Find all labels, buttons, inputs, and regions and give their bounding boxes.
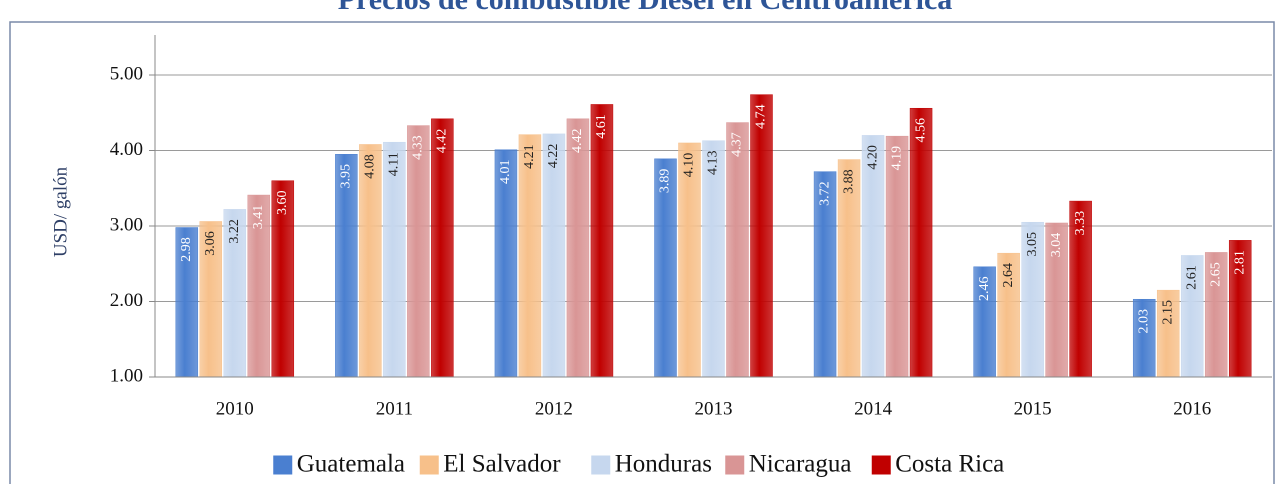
legend-swatch	[273, 455, 293, 475]
x-tick-label: 2014	[854, 398, 893, 419]
value-label: 2.81	[1232, 250, 1247, 275]
y-tick-label: 1.00	[110, 365, 143, 386]
value-label: 4.61	[594, 114, 609, 139]
value-label: 4.74	[754, 104, 769, 129]
legend-swatch	[591, 455, 611, 475]
value-label: 4.56	[913, 118, 928, 143]
value-label: 2.64	[1001, 263, 1016, 288]
value-label: 4.01	[498, 160, 513, 185]
value-label: 3.88	[841, 169, 856, 194]
bar	[702, 140, 725, 378]
bar	[518, 134, 542, 378]
value-label: 3.22	[227, 219, 242, 244]
value-label: 3.95	[339, 164, 354, 189]
bar	[726, 122, 749, 378]
bar	[407, 125, 430, 378]
value-label: 4.20	[865, 145, 880, 170]
legend-swatch	[419, 455, 439, 475]
legend-swatch	[725, 455, 745, 475]
value-label: 4.19	[889, 146, 904, 171]
x-tick-label: 2013	[695, 398, 733, 419]
value-label: 4.10	[682, 153, 697, 178]
bar	[383, 141, 406, 378]
y-axis-label: USD/ galón	[50, 166, 71, 257]
value-label: 3.33	[1073, 211, 1088, 236]
value-label: 4.08	[363, 154, 378, 179]
value-label: 2.03	[1136, 309, 1151, 334]
value-label: 4.13	[706, 150, 721, 175]
value-label: 2.15	[1160, 300, 1175, 325]
value-label: 4.22	[546, 144, 561, 169]
value-label: 4.37	[730, 132, 745, 157]
bar	[590, 104, 614, 378]
bar	[861, 135, 885, 378]
value-label: 2.61	[1184, 265, 1199, 290]
value-label: 3.04	[1049, 233, 1064, 258]
bar	[431, 118, 454, 378]
legend-label: Costa Rica	[895, 451, 1004, 478]
value-label: 2.65	[1208, 262, 1223, 287]
bar	[542, 133, 566, 378]
value-label: 3.60	[275, 190, 290, 215]
value-label: 4.21	[522, 144, 537, 169]
legend-label: El Salvador	[443, 451, 561, 478]
value-label: 2.46	[977, 277, 992, 302]
legend-label: Nicaragua	[749, 451, 852, 478]
legend-label: Guatemala	[297, 451, 405, 478]
x-tick-label: 2010	[216, 398, 254, 419]
value-label: 3.06	[203, 231, 218, 256]
y-tick-label: 2.00	[110, 290, 143, 311]
bar	[750, 94, 773, 378]
value-label: 4.11	[387, 152, 402, 176]
value-label: 4.33	[411, 135, 426, 160]
x-tick-label: 2016	[1173, 398, 1211, 419]
value-label: 4.42	[570, 129, 585, 154]
value-label: 3.89	[658, 169, 673, 194]
bar	[909, 107, 933, 378]
bar	[566, 118, 590, 378]
y-tick-label: 5.00	[110, 63, 143, 84]
value-label: 4.42	[435, 129, 450, 154]
y-tick-label: 3.00	[110, 214, 143, 235]
value-label: 3.05	[1025, 232, 1040, 257]
value-label: 2.98	[179, 237, 194, 261]
legend-swatch	[871, 455, 891, 475]
x-tick-label: 2011	[376, 398, 413, 419]
value-label: 3.72	[817, 181, 832, 206]
chart-frame	[9, 21, 1275, 484]
legend-label: Honduras	[615, 451, 712, 478]
x-tick-label: 2012	[535, 398, 573, 419]
chart-title: Precios de combustible Diesel en Centroa…	[338, 0, 953, 16]
bar	[885, 135, 909, 378]
value-label: 3.41	[251, 205, 266, 230]
y-tick-label: 4.00	[110, 139, 143, 160]
x-tick-label: 2015	[1014, 398, 1052, 419]
